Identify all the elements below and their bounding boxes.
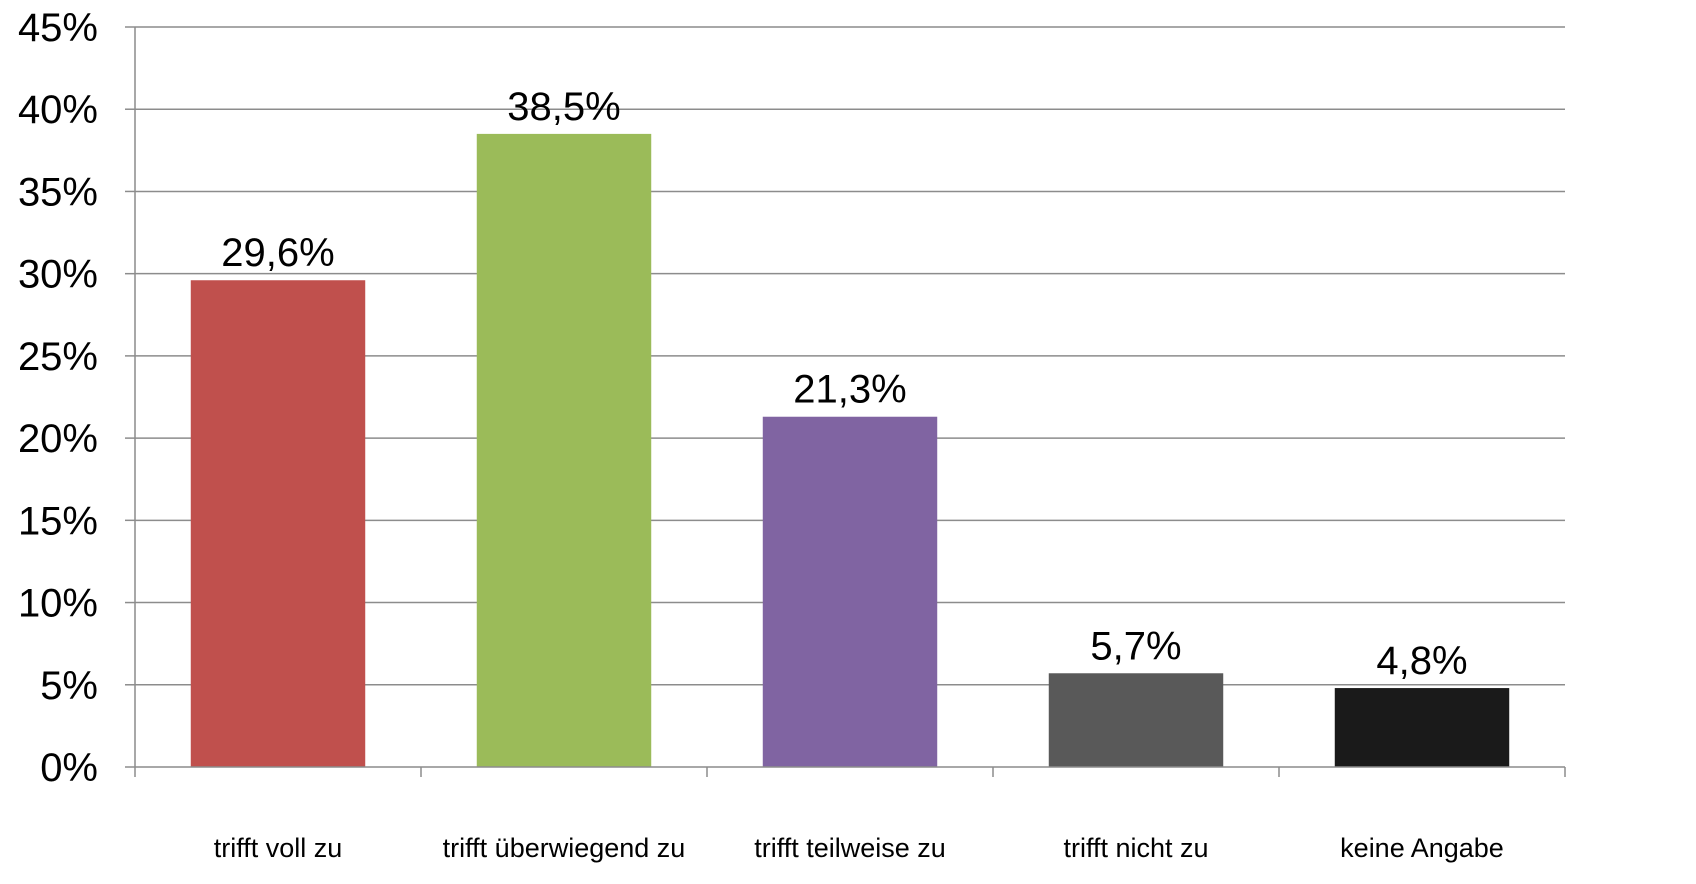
bar: [476, 133, 652, 767]
x-tick-label: trifft teilweise zu: [754, 833, 946, 863]
bar: [762, 416, 938, 767]
data-label: 4,8%: [1376, 639, 1467, 683]
bar: [190, 280, 366, 767]
bar: [1048, 673, 1224, 767]
data-label: 5,7%: [1090, 624, 1181, 668]
y-tick-label: 20%: [18, 417, 98, 461]
y-tick-label: 5%: [40, 664, 98, 708]
y-tick-label: 40%: [18, 88, 98, 132]
y-tick-label: 15%: [18, 499, 98, 543]
gridlines: [135, 26, 1565, 686]
bar: [1334, 688, 1510, 767]
data-label: 21,3%: [793, 368, 906, 412]
x-tick-label: trifft nicht zu: [1063, 833, 1208, 863]
y-tick-label: 45%: [18, 6, 98, 50]
y-tick-label: 30%: [18, 253, 98, 297]
bars: [190, 133, 1510, 767]
x-tick-label: trifft überwiegend zu: [443, 833, 686, 863]
data-labels: 29,6% 38,5% 21,3% 5,7% 4,8%: [221, 85, 1467, 683]
x-tick-label: keine Angabe: [1340, 833, 1504, 863]
y-tick-label: 0%: [40, 746, 98, 790]
y-axis-tick-labels: 0% 5% 10% 15% 20% 25% 30% 35% 40% 45%: [18, 6, 98, 790]
data-label: 38,5%: [507, 85, 620, 129]
data-label: 29,6%: [221, 231, 334, 275]
x-axis-tick-labels: trifft voll zu trifft überwiegend zu triff…: [214, 833, 1504, 863]
y-tick-label: 25%: [18, 335, 98, 379]
axes: [125, 26, 1566, 777]
y-tick-label: 10%: [18, 582, 98, 626]
y-tick-label: 35%: [18, 170, 98, 214]
x-tick-label: trifft voll zu: [214, 833, 343, 863]
